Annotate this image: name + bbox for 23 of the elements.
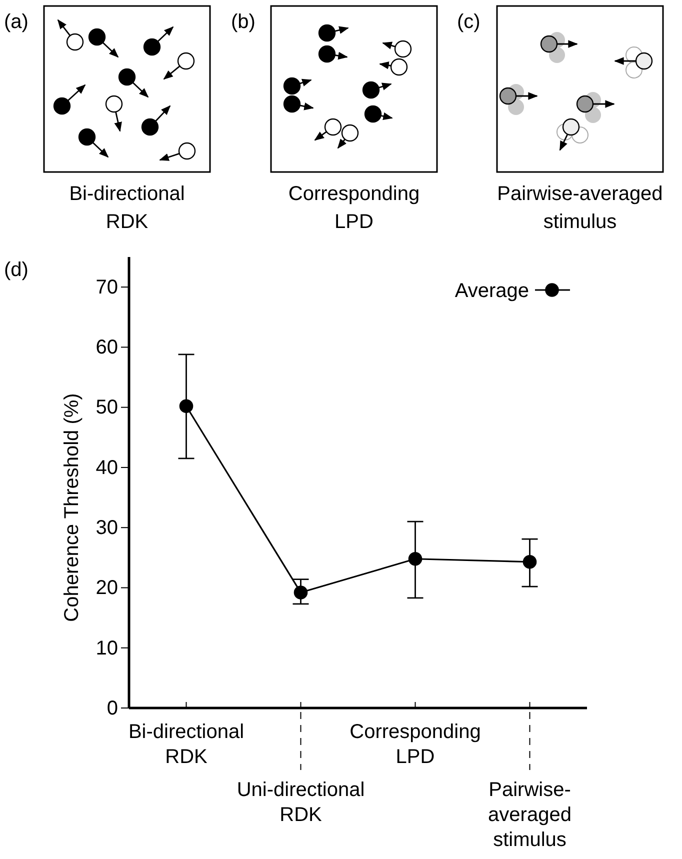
- text: (a): [4, 11, 28, 33]
- y-tick-label: 20: [96, 577, 118, 600]
- x-tick-label: Pairwise- averaged stimulus: [488, 779, 572, 851]
- point: [408, 552, 422, 566]
- text: (d): [4, 259, 28, 281]
- text: Corresponding LPD: [288, 183, 420, 233]
- y-tick-label: 50: [96, 396, 118, 419]
- y-tick-label: 30: [96, 517, 118, 539]
- point: [522, 554, 537, 569]
- text: (b): [231, 11, 256, 33]
- text: Pairwise-averaged stimulus: [497, 183, 663, 233]
- point: [294, 586, 308, 600]
- point: [179, 399, 194, 414]
- y-tick-label: 0: [106, 697, 118, 720]
- y-tick-label: 60: [96, 336, 118, 359]
- y-tick-label: 40: [96, 456, 118, 479]
- y-axis-title: Coherence Threshold (%): [61, 393, 83, 622]
- y-tick-label: 70: [96, 276, 118, 298]
- legend-label: Average: [454, 280, 529, 302]
- x-tick-label: Uni-directional RDK: [236, 779, 365, 826]
- text: Bi-directional RDK: [69, 183, 185, 233]
- text: (c): [457, 11, 480, 33]
- y-tick-label: 10: [96, 637, 118, 660]
